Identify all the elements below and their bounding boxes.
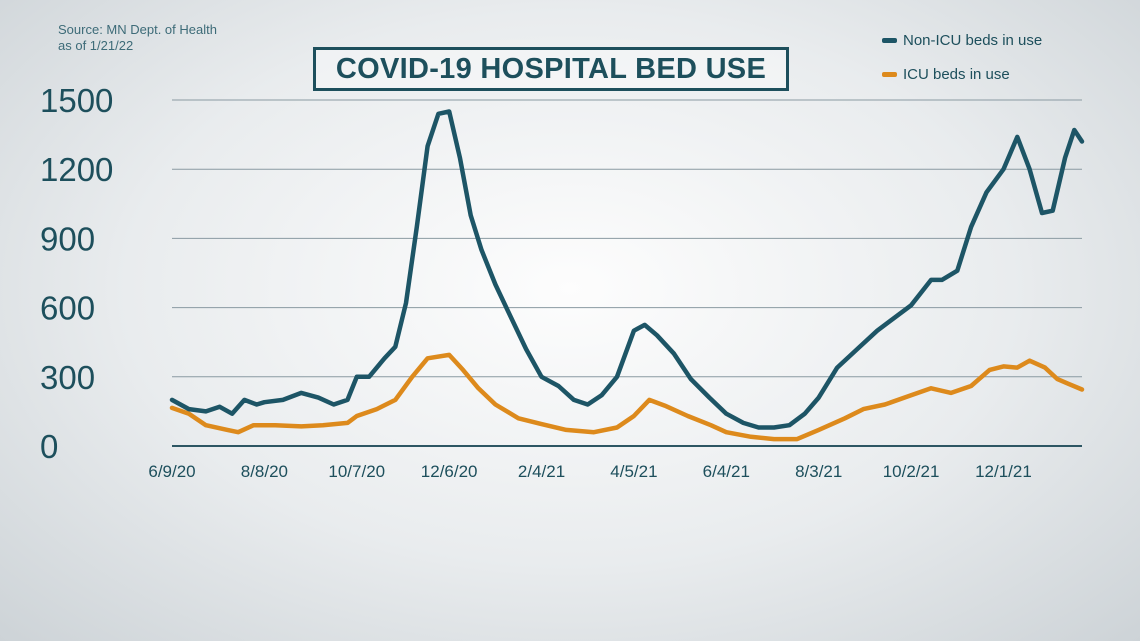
legend-label-icu: ICU beds in use — [903, 65, 1010, 83]
y-tick-label: 300 — [40, 359, 95, 396]
y-tick-label: 1500 — [40, 82, 113, 119]
legend-item-non-icu: Non-ICU beds in use — [882, 30, 1042, 50]
x-tick-label: 10/2/21 — [883, 462, 940, 481]
legend-item-icu: ICU beds in use — [882, 64, 1042, 84]
x-tick-label: 6/4/21 — [703, 462, 750, 481]
x-tick-label: 10/7/20 — [328, 462, 385, 481]
x-tick-label: 6/9/20 — [148, 462, 195, 481]
legend-label-non-icu: Non-ICU beds in use — [903, 31, 1043, 49]
y-axis-ticks: 0 300 600 900 1200 1500 — [40, 82, 113, 465]
x-tick-label: 8/8/20 — [241, 462, 288, 481]
x-tick-label: 4/5/21 — [610, 462, 657, 481]
source-date-line: as of 1/21/22 — [58, 38, 134, 53]
source-note: Source: MN Dept. of Health as of 1/21/22 — [58, 22, 217, 54]
series-lines — [169, 109, 1085, 442]
y-tick-label: 0 — [40, 428, 58, 465]
x-tick-label: 2/4/21 — [518, 462, 565, 481]
chart-title: COVID-19 HOSPITAL BED USE — [335, 52, 767, 85]
chart-title-box: COVID-19 HOSPITAL BED USE — [313, 47, 789, 91]
x-axis-ticks: 6/9/20 8/8/20 10/7/20 12/6/20 2/4/21 4/5/21 6/… — [148, 462, 1031, 481]
y-tick-label: 900 — [40, 220, 95, 257]
x-tick-label: 8/3/21 — [795, 462, 842, 481]
legend-swatch-icu — [882, 71, 897, 77]
x-tick-label: 12/6/20 — [421, 462, 478, 481]
y-tick-label: 600 — [40, 290, 95, 327]
x-tick-label: 12/1/21 — [975, 462, 1032, 481]
legend-swatch-non-icu — [882, 37, 897, 43]
gridlines — [172, 99, 1082, 378]
source-line: Source: MN Dept. of Health — [58, 22, 217, 37]
series-line-non-icu — [169, 109, 1085, 430]
series-line-icu — [169, 352, 1085, 442]
y-tick-label: 1200 — [40, 151, 113, 188]
legend: Non-ICU beds in use ICU beds in use — [882, 30, 1042, 98]
